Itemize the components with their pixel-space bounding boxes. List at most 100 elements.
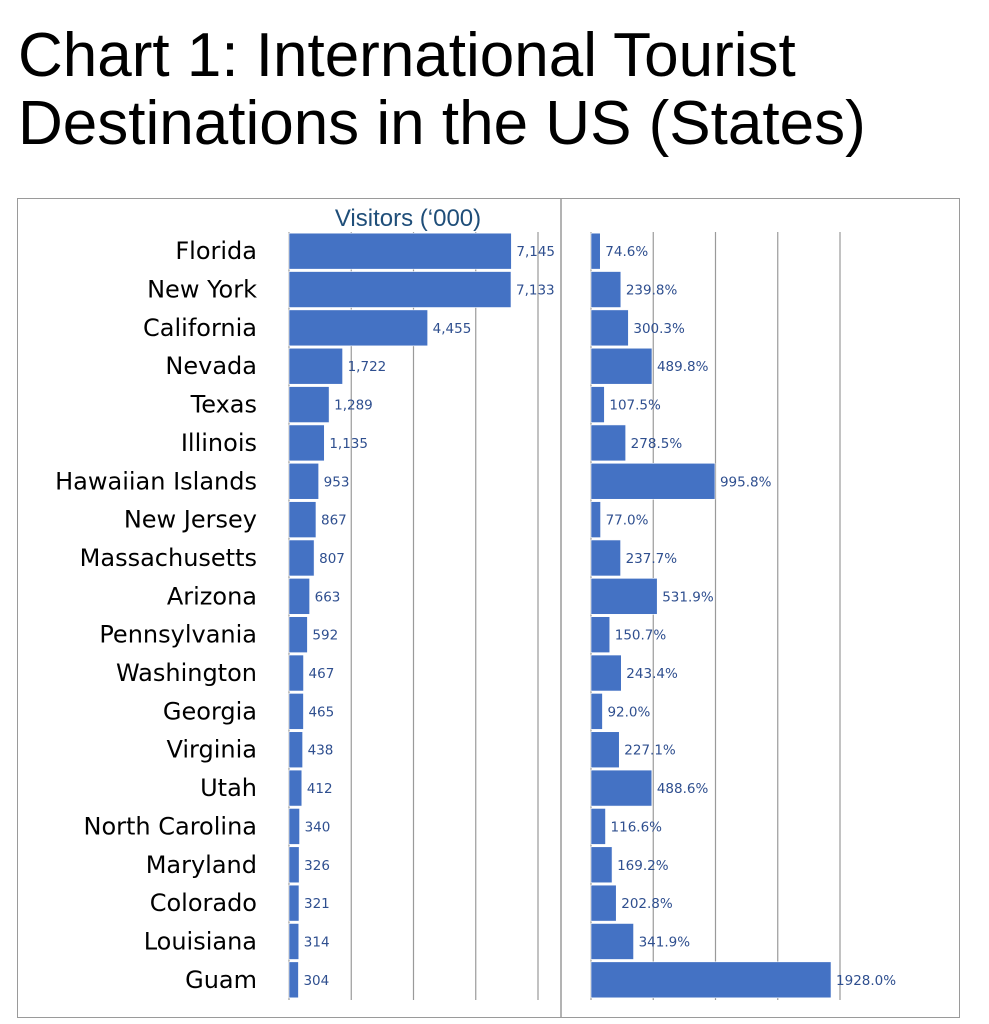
left-data-label: 326	[304, 858, 330, 874]
left-data-label: 953	[324, 474, 350, 490]
left-chart-title: Visitors (‘000)	[335, 205, 481, 232]
right-data-label: 227.1%	[624, 743, 676, 759]
right-bar	[590, 578, 658, 615]
right-data-label: 278.5%	[631, 436, 683, 452]
right-data-label: 150.7%	[615, 628, 667, 644]
left-bar	[288, 769, 303, 807]
left-bar	[288, 386, 330, 423]
right-data-label: 488.6%	[657, 781, 709, 797]
right-bar	[590, 386, 605, 423]
left-data-label: 592	[312, 628, 338, 644]
right-data-label: 74.6%	[605, 244, 648, 260]
left-bar	[288, 654, 304, 692]
category-label: Guam	[185, 966, 257, 994]
category-label: Pennsylvania	[99, 621, 257, 649]
category-label: North Carolina	[84, 812, 258, 840]
left-data-label: 467	[309, 666, 335, 682]
left-bar	[288, 462, 319, 500]
left-data-label: 304	[303, 973, 329, 989]
right-data-label: 107.5%	[609, 398, 661, 414]
right-data-label: 489.8%	[657, 359, 709, 375]
category-label: Georgia	[163, 697, 257, 725]
left-bar	[288, 424, 325, 462]
category-label: Maryland	[146, 851, 257, 879]
right-bar	[590, 884, 617, 922]
category-label: Florida	[175, 237, 257, 265]
left-bar	[288, 578, 310, 615]
left-data-label: 438	[308, 743, 334, 759]
left-bar	[288, 846, 300, 884]
left-data-label: 314	[304, 934, 330, 950]
left-bar	[288, 616, 308, 653]
left-data-label: 7,145	[516, 244, 555, 260]
category-label: Hawaiian Islands	[55, 467, 257, 495]
right-bar	[590, 501, 601, 538]
left-bar	[288, 539, 315, 577]
left-bar	[288, 309, 428, 347]
right-bar	[590, 693, 603, 730]
chart-frame	[17, 198, 960, 1018]
right-bar	[590, 539, 621, 577]
category-label: Virginia	[167, 736, 258, 764]
left-data-label: 321	[304, 896, 330, 912]
left-data-label: 340	[305, 819, 331, 835]
right-data-label: 202.8%	[621, 896, 673, 912]
left-bar	[288, 501, 317, 538]
left-data-label: 1,289	[334, 398, 373, 414]
left-bar	[288, 347, 343, 385]
right-bar	[590, 309, 629, 347]
right-data-label: 243.4%	[626, 666, 678, 682]
left-bar	[288, 923, 300, 960]
right-data-label: 169.2%	[617, 858, 669, 874]
left-data-label: 807	[319, 551, 345, 567]
right-bar	[590, 271, 622, 308]
left-data-label: 663	[315, 589, 341, 605]
right-data-label: 239.8%	[626, 283, 678, 299]
left-bar	[288, 884, 300, 922]
left-data-label: 4,455	[433, 321, 472, 337]
category-label: Nevada	[165, 352, 257, 380]
category-label: Louisiana	[144, 927, 257, 955]
left-data-label: 1,722	[348, 359, 387, 375]
left-data-label: 465	[308, 704, 334, 720]
left-data-label: 412	[307, 781, 333, 797]
right-bar	[590, 769, 653, 807]
right-bar	[590, 616, 611, 653]
category-label: New Jersey	[124, 506, 257, 534]
category-label: Colorado	[150, 889, 257, 917]
right-bar	[590, 923, 634, 960]
left-data-label: 867	[321, 513, 347, 529]
right-data-label: 92.0%	[607, 704, 650, 720]
right-bar	[590, 424, 626, 462]
category-label: California	[143, 314, 257, 342]
right-data-label: 1928.0%	[836, 973, 896, 989]
right-data-label: 77.0%	[606, 513, 649, 529]
category-label: Arizona	[167, 582, 257, 610]
left-bar	[288, 271, 512, 308]
right-bar	[590, 961, 832, 999]
category-label: New York	[147, 276, 257, 304]
left-bar	[288, 808, 300, 845]
right-bar	[590, 462, 716, 500]
left-data-label: 1,135	[329, 436, 368, 452]
category-label: Washington	[116, 659, 257, 687]
left-bar	[288, 232, 512, 270]
category-label: Utah	[200, 774, 257, 802]
page-title: Chart 1: International Tourist Destinati…	[18, 21, 866, 158]
right-data-label: 531.9%	[662, 589, 714, 605]
right-data-label: 237.7%	[626, 551, 678, 567]
right-bar	[590, 232, 601, 270]
left-bar	[288, 693, 304, 730]
left-data-label: 7,133	[516, 283, 555, 299]
left-bar	[288, 731, 303, 769]
right-bar	[590, 846, 613, 884]
right-bar	[590, 654, 622, 692]
right-data-label: 300.3%	[633, 321, 685, 337]
category-label: Illinois	[181, 429, 257, 457]
right-data-label: 995.8%	[720, 474, 772, 490]
right-bar	[590, 731, 620, 769]
right-data-label: 116.6%	[611, 819, 663, 835]
category-label: Massachusetts	[80, 544, 257, 572]
left-bar	[288, 961, 299, 999]
